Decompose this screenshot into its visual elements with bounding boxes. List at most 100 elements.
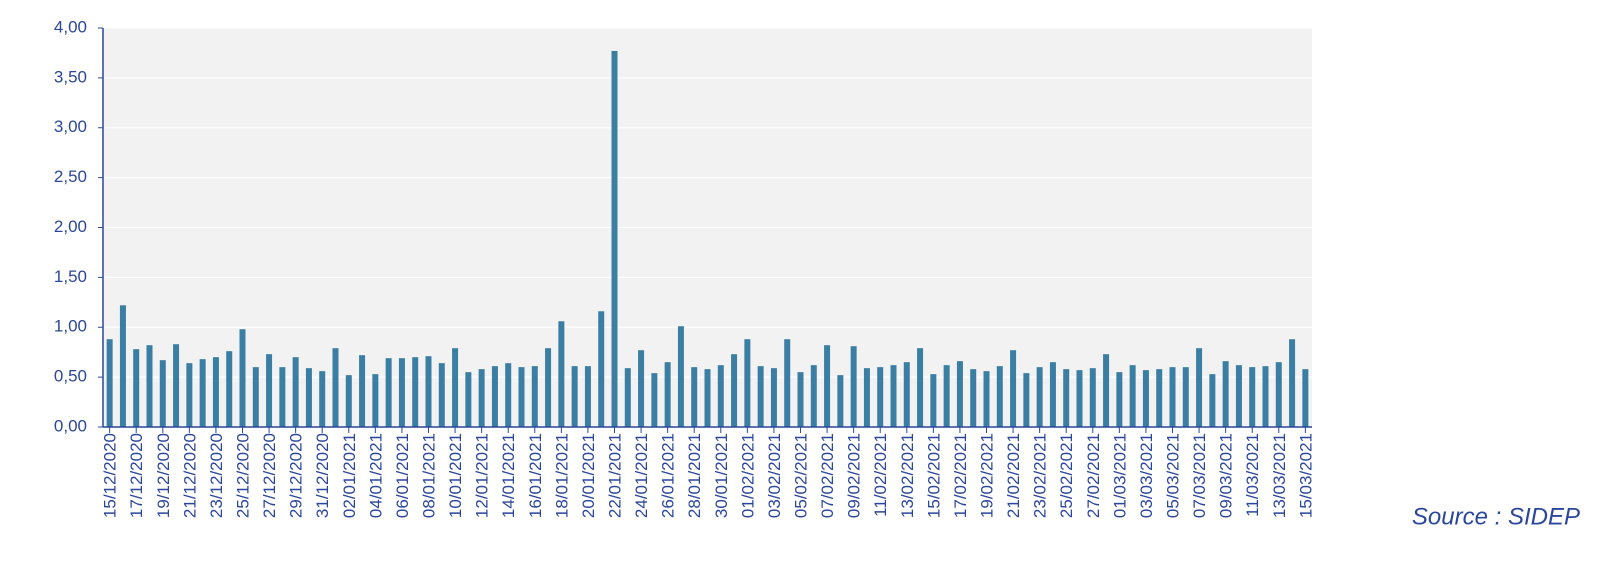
x-tick-label: 20/01/2021 — [579, 433, 598, 518]
bar — [1249, 367, 1256, 427]
x-tick-label: 03/03/2021 — [1137, 433, 1156, 518]
bar — [677, 326, 684, 427]
bar — [917, 348, 924, 427]
x-tick-label: 15/12/2020 — [101, 433, 120, 518]
bar — [412, 357, 419, 427]
x-tick-label: 23/12/2020 — [207, 433, 226, 518]
x-tick-label: 09/02/2021 — [845, 433, 864, 518]
bar — [1010, 350, 1017, 427]
x-tick-label: 24/01/2021 — [632, 433, 651, 518]
x-tick-label: 31/12/2020 — [313, 433, 332, 518]
x-tick-label: 29/12/2020 — [287, 433, 306, 518]
bar — [279, 367, 286, 427]
bar — [119, 305, 126, 427]
x-tick-label: 21/12/2020 — [180, 433, 199, 518]
bar — [850, 346, 857, 427]
x-tick-label: 15/02/2021 — [924, 433, 943, 518]
bar — [1103, 354, 1110, 427]
y-tick-label: 2,50 — [54, 167, 87, 186]
bar — [545, 348, 552, 427]
x-tick-label: 07/03/2021 — [1190, 433, 1209, 518]
bar — [704, 369, 711, 427]
bar — [1235, 365, 1242, 427]
y-tick-label: 1,50 — [54, 267, 87, 286]
bar — [345, 375, 352, 427]
bar — [1156, 369, 1163, 427]
x-tick-label: 01/03/2021 — [1110, 433, 1129, 518]
y-tick-label: 1,00 — [54, 317, 87, 336]
x-tick-label: 03/02/2021 — [765, 433, 784, 518]
bar — [1049, 362, 1056, 427]
x-tick-label: 17/12/2020 — [127, 433, 146, 518]
x-tick-label: 02/01/2021 — [340, 433, 359, 518]
bar — [452, 348, 459, 427]
bar — [531, 366, 538, 427]
bar — [106, 339, 113, 427]
bar — [1076, 370, 1083, 427]
bar — [252, 367, 259, 427]
bar — [292, 357, 299, 427]
bar — [465, 372, 472, 427]
bar — [385, 358, 392, 427]
bar — [784, 339, 791, 427]
bar — [133, 349, 140, 427]
bar — [1196, 348, 1203, 427]
bar — [903, 362, 910, 427]
bar — [1116, 372, 1123, 427]
bar — [863, 368, 870, 427]
x-tick-label: 18/01/2021 — [552, 433, 571, 518]
bar — [359, 355, 366, 427]
source: Source : SIDEP — [1412, 503, 1580, 530]
bar — [651, 373, 658, 427]
bar — [425, 356, 432, 427]
bar — [372, 374, 379, 427]
x-tick-label: 05/03/2021 — [1164, 433, 1183, 518]
x-tick-label: 26/01/2021 — [659, 433, 678, 518]
bar — [1089, 368, 1096, 427]
y-tick-label: 3,00 — [54, 117, 87, 136]
bar — [1023, 373, 1030, 427]
y-tick-label: 3,50 — [54, 67, 87, 86]
bar — [797, 372, 804, 427]
bar — [930, 374, 937, 427]
bar — [239, 329, 246, 427]
bar — [943, 365, 950, 427]
bar — [266, 354, 273, 427]
x-tick-label: 11/02/2021 — [871, 433, 890, 517]
bar — [212, 357, 219, 427]
bar — [611, 50, 618, 427]
bar — [226, 351, 233, 427]
x-tick-label: 08/01/2021 — [420, 433, 439, 518]
bar — [571, 366, 578, 427]
bar — [159, 360, 166, 427]
x-tick-label: 13/02/2021 — [898, 433, 917, 518]
bar — [890, 365, 897, 427]
x-tick-label: 25/02/2021 — [1057, 433, 1076, 518]
bar — [996, 366, 1003, 427]
bar — [332, 348, 339, 427]
bar — [199, 359, 206, 427]
bar — [664, 362, 671, 427]
bar — [970, 369, 977, 427]
y-tick-label: 2,00 — [54, 217, 87, 236]
bar — [1036, 367, 1043, 427]
bar — [717, 365, 724, 427]
bar — [1142, 370, 1149, 427]
bar — [877, 367, 884, 427]
bar — [505, 363, 512, 427]
bar — [478, 369, 485, 427]
bar — [624, 368, 631, 427]
x-tick-label: 12/01/2021 — [473, 433, 492, 518]
bar — [757, 366, 764, 427]
x-tick-label: 27/12/2020 — [260, 433, 279, 518]
x-tick-label: 01/02/2021 — [738, 433, 757, 518]
bar — [146, 345, 153, 427]
bar — [491, 366, 498, 427]
x-tick-label: 17/02/2021 — [951, 433, 970, 518]
bar — [1289, 339, 1296, 427]
x-tick-label: 30/01/2021 — [712, 433, 731, 518]
x-tick-label: 22/01/2021 — [606, 433, 625, 518]
bar — [956, 361, 963, 427]
x-tick-label: 21/02/2021 — [1004, 433, 1023, 518]
